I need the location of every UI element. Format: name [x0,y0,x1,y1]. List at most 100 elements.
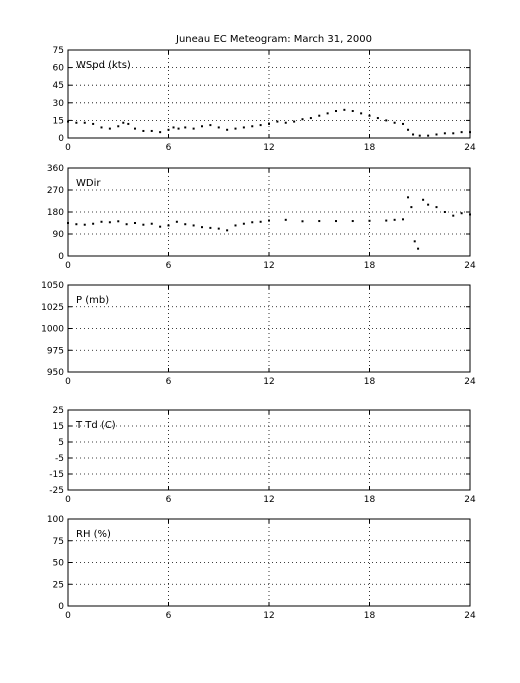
x-tick-label: 12 [263,377,274,387]
x-tick-label: 18 [364,261,376,271]
x-tick-label: 6 [166,495,172,505]
y-tick-label: 975 [47,346,64,356]
data-point [460,212,463,215]
data-point [301,118,304,121]
x-tick-label: 6 [166,261,172,271]
data-point [435,206,438,209]
y-tick-label: 15 [53,422,64,432]
data-point [443,211,446,213]
data-point [284,121,287,124]
data-point [259,220,262,223]
data-point [75,121,78,124]
data-point [234,224,237,227]
y-tick-label: 180 [47,208,64,218]
data-point [242,126,245,129]
y-tick-label: 90 [53,230,65,240]
y-tick-label: 1050 [41,281,64,291]
data-point [226,229,229,232]
data-point [309,117,312,120]
data-point [259,124,262,127]
data-point [175,220,178,223]
x-tick-label: 0 [65,611,71,621]
data-point [407,196,410,199]
data-point [335,110,337,113]
data-point [402,218,404,221]
y-tick-label: -5 [55,454,64,464]
data-point [427,203,430,206]
data-point [117,220,120,223]
data-point [417,247,420,250]
x-tick-label: 18 [364,143,376,153]
x-tick-label: 18 [364,611,376,621]
data-point [422,198,425,201]
y-tick-label: 270 [47,186,64,196]
data-point [368,114,371,117]
data-point [368,219,371,222]
panel-1: 0 6 12 18 24 0 90 180 270 360 WDir [47,164,476,271]
x-tick-label: 24 [464,495,476,505]
data-point [412,133,415,136]
data-point [92,122,95,125]
data-point [167,224,170,227]
data-point [234,127,237,130]
panel-label: WDir [76,178,101,189]
y-tick-label: 0 [58,602,64,612]
y-tick-label: 75 [53,537,64,547]
data-point [192,127,195,130]
y-tick-label: 60 [53,64,65,74]
data-point [159,131,162,134]
data-point [108,221,111,224]
data-point [150,222,153,225]
data-point [326,112,329,115]
y-tick-label: 75 [53,46,64,56]
y-tick-label: 15 [53,116,64,126]
y-tick-label: 25 [53,406,64,416]
x-tick-label: 24 [464,377,476,387]
data-point [100,126,103,129]
y-tick-label: 50 [53,559,65,569]
data-point [177,127,180,130]
data-point [67,120,69,123]
data-point [127,122,130,125]
data-point [201,125,203,128]
x-tick-label: 12 [263,143,274,153]
data-point [435,133,438,136]
x-tick-label: 12 [263,261,274,271]
panel-3: 0 6 12 18 24 -25 -15 -5 5 15 25 T Td (C) [49,406,476,505]
panel-0: 0 6 12 18 24 0 15 30 45 60 75 WSpd (kts) [53,46,476,153]
data-point [335,220,337,223]
data-point [83,223,86,226]
figure-title: Juneau EC Meteogram: March 31, 2000 [175,34,372,45]
data-point [410,206,413,209]
y-tick-label: 100 [47,515,64,525]
data-point [217,126,220,129]
y-tick-label: 0 [58,134,64,144]
x-tick-label: 6 [166,143,172,153]
data-point [407,128,410,131]
data-point [100,220,103,223]
data-point [209,226,212,229]
data-point [393,121,396,124]
data-point [150,129,153,132]
data-point [318,220,321,223]
data-point [122,121,125,124]
data-point [469,131,471,134]
data-point [469,213,471,216]
panel-label: T Td (C) [75,420,116,431]
panel-label: RH (%) [76,529,111,540]
data-point [226,128,229,131]
y-tick-label: 1025 [41,303,64,313]
data-point [167,128,170,131]
y-tick-label: -15 [49,470,64,480]
y-tick-label: -25 [49,486,64,496]
data-point [351,110,354,113]
x-tick-label: 12 [263,495,274,505]
data-point [142,129,145,132]
panel-2: 0 6 12 18 24 950 975 1000 1025 1050 P (mb) [41,281,476,387]
x-tick-label: 24 [464,611,476,621]
x-tick-label: 6 [166,611,172,621]
data-point [276,120,279,123]
x-tick-label: 18 [364,495,376,505]
